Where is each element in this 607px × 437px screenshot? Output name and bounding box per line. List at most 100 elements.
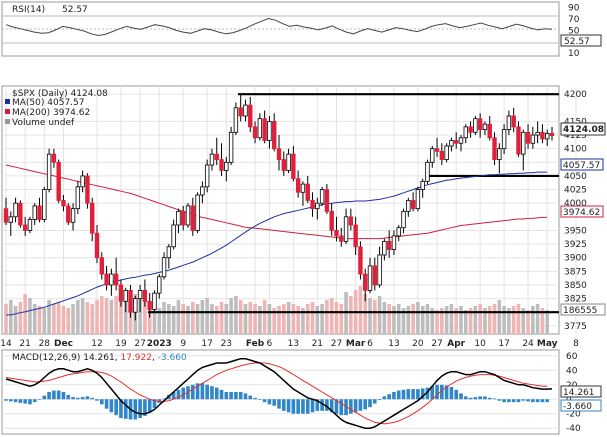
macd-signal-line bbox=[5, 362, 548, 425]
volume-legend-label: Volume undef bbox=[12, 118, 75, 128]
candle-body bbox=[118, 284, 124, 302]
volume-bar bbox=[392, 306, 396, 334]
macd-hist-bar bbox=[195, 383, 200, 400]
volume-bar bbox=[138, 296, 142, 334]
macd-value-text: 14.261 bbox=[83, 353, 115, 363]
price-panel: 4200415041254100407540504025400039503925… bbox=[1, 85, 606, 335]
candle-body bbox=[228, 131, 234, 163]
rsi-tick-label: 50 bbox=[568, 26, 580, 36]
volume-bar bbox=[186, 306, 190, 334]
volume-bar bbox=[454, 308, 459, 334]
x-tick-label: 13 bbox=[288, 339, 299, 349]
macd-hist-bar bbox=[440, 384, 444, 400]
volume-bar bbox=[52, 304, 56, 334]
candle-body bbox=[272, 121, 277, 150]
macd-hist-bar bbox=[47, 392, 51, 400]
macd-hist-bar bbox=[200, 383, 205, 400]
macd-hist-bar bbox=[334, 399, 339, 414]
macd-hist-bar bbox=[526, 399, 530, 402]
candle-body bbox=[113, 273, 119, 286]
macd-hist-bar bbox=[425, 387, 430, 400]
candle-body bbox=[487, 123, 492, 139]
macd-hist-bar bbox=[459, 393, 463, 400]
ma50-value-box-text: 4057.57 bbox=[563, 161, 600, 171]
volume-bar bbox=[449, 304, 454, 334]
macd-hist-bar bbox=[214, 387, 219, 400]
candle-body bbox=[324, 189, 330, 212]
macd-hist-bar bbox=[85, 396, 90, 400]
candle-body bbox=[152, 292, 157, 310]
ma200-legend-swatch bbox=[5, 109, 10, 114]
ma50-legend-swatch bbox=[5, 99, 10, 104]
price-tick-label: 4000 bbox=[564, 199, 587, 209]
volume-bar bbox=[109, 300, 114, 334]
macd-hist-bar bbox=[114, 399, 118, 416]
candle-body bbox=[425, 161, 430, 182]
macd-hist-bar bbox=[435, 384, 439, 400]
candles bbox=[3, 94, 555, 321]
volume-bar bbox=[200, 300, 205, 334]
rsi-axis-ticks: 9070503010 bbox=[568, 4, 580, 59]
volume-bar bbox=[248, 302, 253, 334]
candle-body bbox=[549, 133, 555, 137]
volume-bar bbox=[459, 306, 463, 334]
volume-bar bbox=[305, 304, 310, 334]
macd-tick-label: -20 bbox=[566, 410, 581, 420]
candle-body bbox=[473, 118, 478, 133]
last-price-box-text: 4124.08 bbox=[563, 125, 604, 135]
macd-hist-box bbox=[560, 399, 602, 412]
macd-hist-box-text: -3.660 bbox=[563, 402, 592, 412]
macd-hist-bar bbox=[18, 399, 23, 403]
macd-legend: MACD(12,26,9) 14.261, 17.922, -3.660 bbox=[12, 353, 187, 363]
candle-body bbox=[51, 153, 57, 163]
volume-bar bbox=[502, 306, 506, 334]
candle-body bbox=[66, 205, 71, 223]
macd-hist-bar bbox=[13, 399, 18, 403]
candle-body bbox=[545, 133, 550, 140]
volume-bar bbox=[8, 300, 13, 334]
candle-body bbox=[310, 200, 315, 210]
volume-bar bbox=[85, 302, 90, 334]
candle-body bbox=[171, 224, 176, 248]
symbol-label: $SPX (Daily) 4124.08 bbox=[12, 89, 108, 99]
x-tick-label: 13 bbox=[388, 339, 399, 349]
candle-body bbox=[420, 180, 425, 190]
candle-body bbox=[185, 205, 191, 226]
volume-bar bbox=[258, 306, 262, 334]
candle-body bbox=[176, 210, 181, 226]
macd-hist-bar bbox=[272, 399, 277, 406]
volume-bar bbox=[473, 306, 478, 334]
candle-body bbox=[353, 224, 358, 248]
x-tick-label: 27 bbox=[331, 339, 342, 349]
macd-signal-text: 17.922 bbox=[120, 353, 152, 363]
macd-hist-bar bbox=[531, 399, 535, 403]
macd-line bbox=[5, 357, 553, 429]
x-tick-label: 27 bbox=[134, 339, 145, 349]
macd-hist-bar bbox=[382, 396, 387, 400]
candle-body bbox=[521, 131, 526, 155]
candle-body bbox=[248, 104, 253, 128]
x-tick-label: 8 bbox=[573, 339, 579, 349]
volume-bar bbox=[176, 300, 181, 334]
macd-hist-bar bbox=[521, 399, 526, 401]
macd-hist-bar bbox=[267, 399, 272, 405]
x-tick-label: Feb bbox=[246, 339, 265, 349]
candle-body bbox=[13, 202, 18, 218]
candle-body bbox=[434, 148, 440, 152]
macd-hist-bar bbox=[152, 399, 157, 408]
macd-hist-bar bbox=[511, 399, 516, 403]
candle-body bbox=[276, 148, 282, 160]
candle-body bbox=[204, 164, 210, 188]
macd-sep-1: , bbox=[115, 353, 121, 363]
candle-body bbox=[75, 186, 81, 210]
price-tick-label: 3950 bbox=[564, 226, 587, 236]
candle-body bbox=[104, 273, 109, 286]
rsi-panel: RSI(14) 52.57 9070503010 52.57 bbox=[1, 1, 602, 59]
macd-hist-bar bbox=[540, 399, 545, 403]
macd-hist-bar bbox=[104, 399, 109, 409]
macd-hist-bar bbox=[315, 399, 320, 411]
x-tick-label: 9 bbox=[180, 339, 186, 349]
price-tick-label: 3900 bbox=[564, 254, 587, 264]
candle-body bbox=[377, 254, 382, 286]
volume-bar bbox=[277, 306, 281, 334]
